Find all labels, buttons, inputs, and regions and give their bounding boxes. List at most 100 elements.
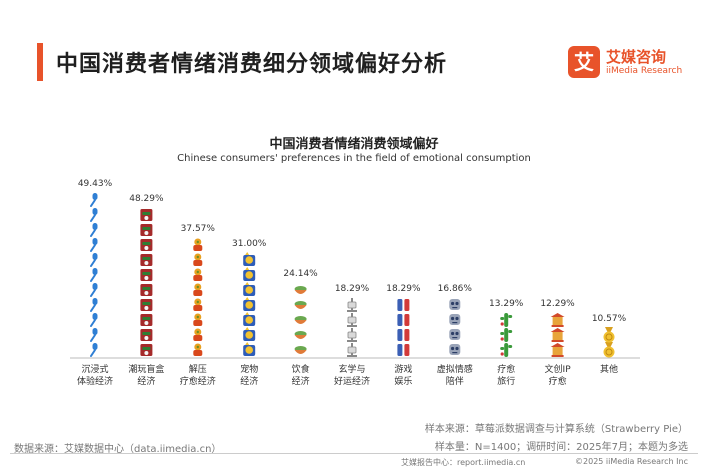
microphone-icon [90,253,98,267]
microphone-icon [90,223,98,237]
category-label: 疗愈 [549,375,567,387]
logo-badge-icon: 艾 [568,46,600,78]
blind-box-icon [140,299,153,311]
brand-logo: 艾 艾媒咨询 iiMedia Research [568,46,688,80]
data-label: 18.29% [335,284,370,294]
microphone-icon [90,283,98,297]
decompression-toy-icon [193,298,203,311]
cactus-icon [500,343,513,357]
microphone-icon [90,208,98,222]
category-label: 体验经济 [77,375,113,387]
data-source: 数据来源：艾媒数据中心（data.iimedia.cn） [14,444,222,455]
cactus-icon [500,313,513,327]
data-label: 18.29% [386,284,421,294]
footer-divider [10,453,698,454]
microphone-icon [90,193,98,207]
robot-icon [449,329,461,340]
category-label: 经济 [292,375,310,387]
microphone-icon [90,313,98,327]
bar-8 [500,313,513,357]
blind-box-icon [140,224,153,236]
bar-2 [193,238,203,356]
temple-icon [550,313,565,327]
cat-icon [243,297,256,311]
decompression-toy-icon [193,343,203,356]
blind-box-icon [140,344,153,356]
food-bowl-icon [294,331,307,339]
category-label: 饮食 [292,363,310,375]
blind-box-icon [140,209,153,221]
category-label: 其他 [600,363,618,375]
category-label: 经济 [137,375,155,387]
category-label: 疗愈经济 [180,375,216,387]
category-label: 娱乐 [394,375,412,387]
category-label: 宠物 [240,363,258,375]
medal-icon [603,342,615,358]
data-label: 37.57% [181,224,216,234]
microphone-icon [90,268,98,282]
temple-icon [550,343,565,357]
page-title: 中国消费者情绪消费细分领域偏好分析 [56,52,448,77]
category-label: 文创IP [545,363,572,375]
blind-box-icon [140,284,153,296]
food-bowl-icon [294,286,307,294]
medal-icon [603,327,615,343]
microphone-icon [90,343,98,357]
microphone-icon [90,328,98,342]
blind-box-icon [140,269,153,281]
lantern-icon [347,343,357,357]
lantern-icon [347,328,357,342]
cactus-icon [500,328,513,342]
bar-9 [550,313,565,357]
data-label: 16.86% [438,284,473,294]
microphone-icon [90,238,98,252]
lantern-icon [347,298,357,312]
decompression-toy-icon [193,238,203,251]
category-label: 好运经济 [334,375,370,387]
chart-title: 中国消费者情绪消费领域偏好 [269,137,439,152]
category-label: 旅行 [497,375,515,387]
blind-box-icon [140,254,153,266]
cat-icon [243,267,256,281]
bar-7 [449,299,461,355]
blind-box-icon [140,329,153,341]
bar-0 [90,193,98,357]
game-controller-icon [397,344,410,356]
category-label: 潮玩盲盒 [128,363,164,375]
category-label: 虚拟情感 [437,363,473,375]
category-label: 沉浸式 [81,363,108,375]
category-label: 经济 [240,375,258,387]
cat-icon [243,327,256,341]
category-label: 解压 [189,363,207,375]
bar-10 [603,327,615,358]
data-label: 12.29% [540,299,575,309]
blind-box-icon [140,239,153,251]
bar-5 [347,298,357,357]
robot-icon [449,314,461,325]
category-label: 游戏 [394,363,412,375]
decompression-toy-icon [193,313,203,326]
chart-subtitle: Chinese consumers' preferences in the fi… [177,153,531,164]
bar-1 [140,209,153,356]
bar-6 [397,299,410,356]
pictograph-chart: 49.43%沉浸式体验经济48.29%潮玩盲盒经济37.57%解压疗愈经济31.… [70,179,640,387]
food-bowl-icon [294,301,307,309]
game-controller-icon [397,329,410,341]
food-bowl-icon [294,316,307,324]
food-bowl-icon [294,346,307,354]
data-label: 48.29% [129,194,164,204]
decompression-toy-icon [193,268,203,281]
temple-icon [550,328,565,342]
data-label: 31.00% [232,239,267,249]
microphone-icon [90,298,98,312]
cat-icon [243,342,256,356]
robot-icon [449,344,461,355]
blind-box-icon [140,314,153,326]
bar-4 [294,286,307,354]
cat-icon [243,282,256,296]
report-center-link[interactable]: 艾媒报告中心：report.iimedia.cn [401,458,526,467]
logo-name-cn: 艾媒咨询 [606,48,667,66]
category-label: 陪伴 [446,375,464,387]
sample-source-note: 样本来源：草莓派数据调查与计算系统（Strawberry Pie） [424,424,688,435]
decompression-toy-icon [193,283,203,296]
